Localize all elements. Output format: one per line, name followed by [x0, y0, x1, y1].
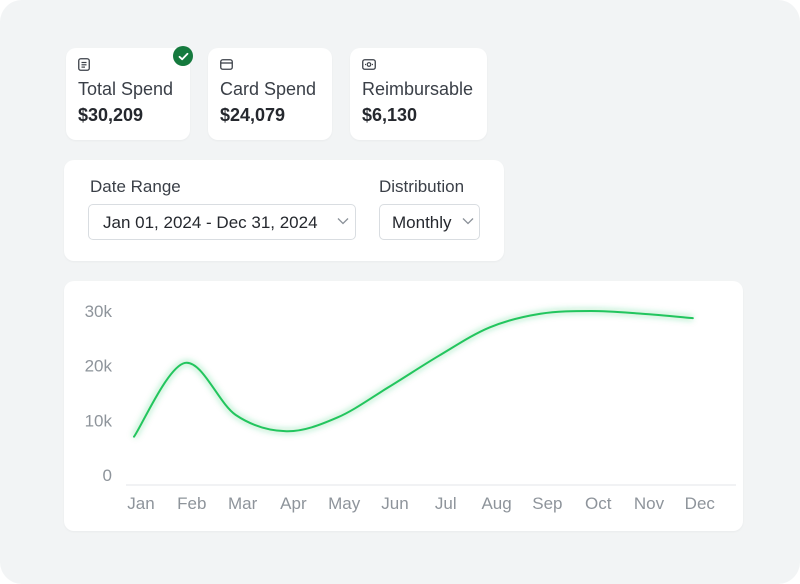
stat-label: Card Spend [220, 79, 317, 99]
document-icon [78, 58, 90, 71]
check-badge-icon [173, 46, 193, 66]
cash-icon [362, 59, 376, 70]
stat-label: Total Spend [78, 79, 174, 99]
distribution-label: Distribution [379, 177, 465, 196]
stat-card-reimbursable[interactable]: Reimbursable $6,130 [350, 48, 487, 140]
spend-line-chart: 0 10k 20k 30k Jan Feb Mar Apr May Jun Jul Aug Sep Oct… [85, 302, 736, 513]
x-tick-label: Feb [177, 494, 206, 513]
filters-panel: Date Range Jan 01, 2024 - Dec 31, 2024 D… [64, 160, 504, 261]
x-tick-label: Apr [280, 494, 307, 513]
x-tick-label: Jun [381, 494, 408, 513]
date-range-label: Date Range [90, 177, 181, 196]
chevron-down-icon [462, 218, 474, 225]
x-tick-label: Oct [585, 494, 612, 513]
series-line [133, 309, 694, 438]
card-icon [220, 59, 233, 70]
spend-chart-card: 0 10k 20k 30k Jan Feb Mar Apr May Jun Jul Aug Sep Oct… [64, 281, 743, 531]
x-tick-label: Nov [634, 494, 665, 513]
y-tick-label: 30k [85, 302, 113, 321]
x-tick-label: May [328, 494, 361, 513]
x-tick-label: Dec [685, 494, 716, 513]
x-tick-label: Mar [228, 494, 258, 513]
distribution-select[interactable]: Monthly [379, 204, 480, 240]
stat-card-total-spend[interactable]: Total Spend $30,209 [66, 48, 190, 140]
stat-label: Reimbursable [362, 79, 474, 99]
date-range-select[interactable]: Jan 01, 2024 - Dec 31, 2024 [88, 204, 356, 240]
y-tick-label: 0 [103, 466, 112, 485]
chevron-down-icon [337, 218, 349, 225]
y-tick-label: 20k [85, 357, 113, 376]
date-range-value: Jan 01, 2024 - Dec 31, 2024 [103, 213, 318, 232]
x-tick-label: Jan [127, 494, 154, 513]
stat-value: $6,130 [362, 105, 418, 125]
series-line-glow [131, 307, 694, 439]
stat-card-card-spend[interactable]: Card Spend $24,079 [208, 48, 332, 140]
x-tick-label: Sep [532, 494, 562, 513]
y-tick-label: 10k [85, 411, 113, 430]
distribution-value: Monthly [392, 213, 452, 232]
stat-value: $24,079 [220, 105, 286, 125]
x-tick-label: Jul [435, 494, 457, 513]
stat-value: $30,209 [78, 105, 144, 125]
x-tick-label: Aug [481, 494, 511, 513]
